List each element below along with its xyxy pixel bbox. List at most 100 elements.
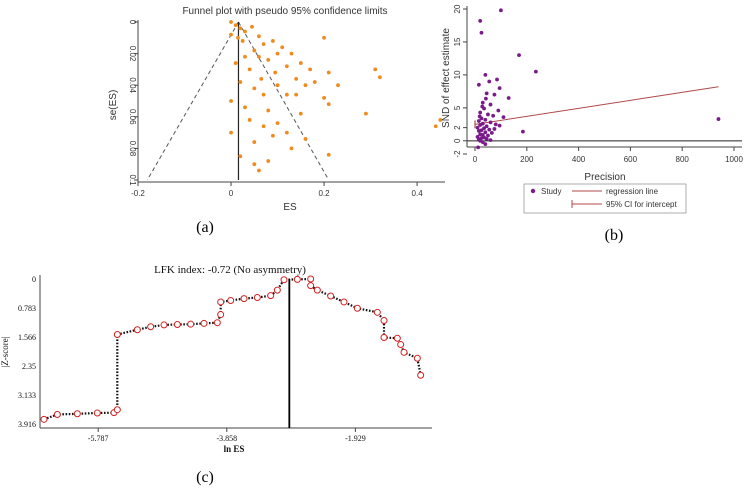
egger-y-tick-label: 0 xyxy=(453,138,462,143)
egger-legend xyxy=(523,183,687,214)
doi-marker xyxy=(113,331,121,339)
funnel-point xyxy=(261,42,266,47)
egger-point xyxy=(479,30,484,35)
funnel-point xyxy=(294,92,299,97)
funnel-point xyxy=(275,51,280,56)
egger-point xyxy=(483,130,488,135)
egger-point xyxy=(483,117,488,122)
egger-point xyxy=(495,77,499,82)
egger-y-tick-label: 10 xyxy=(453,70,462,79)
funnel-point xyxy=(252,140,257,144)
funnel-point xyxy=(261,124,266,129)
doi-marker xyxy=(373,308,381,316)
legend-regression-label: regression line xyxy=(606,187,659,196)
egger-point xyxy=(484,124,489,129)
doi-marker xyxy=(340,298,348,306)
egger-x-label: Precision xyxy=(584,172,625,183)
doi-marker xyxy=(417,371,425,379)
doi-marker xyxy=(200,319,208,327)
egger-point xyxy=(487,79,492,84)
doi-marker xyxy=(413,354,421,362)
legend-ci-label: 95% CI for intercept xyxy=(606,200,677,209)
funnel-point xyxy=(438,118,443,122)
funnel-point xyxy=(250,24,254,29)
funnel-point xyxy=(240,39,245,43)
funnel-point xyxy=(275,83,280,88)
egger-point xyxy=(483,96,488,101)
funnel-y-tick-label: 0.08 xyxy=(128,141,137,157)
funnel-point xyxy=(266,108,271,113)
funnel-point xyxy=(284,130,289,135)
egger-point xyxy=(478,18,483,23)
egger-point xyxy=(484,91,489,96)
funnel-plot-title: Funnel plot with pseudo 95% confidence l… xyxy=(182,6,387,17)
egger-y-tick-label: 20 xyxy=(453,4,462,13)
egger-point xyxy=(480,104,485,109)
funnel-point xyxy=(238,154,243,159)
doi-marker xyxy=(293,275,301,283)
funnel-x-label: ES xyxy=(283,202,297,213)
funnel-x-tick-label: -0.2 xyxy=(131,189,145,198)
egger-point xyxy=(476,145,481,150)
egger-point xyxy=(480,140,485,145)
egger-point xyxy=(483,73,488,77)
funnel-y-tick-label: 0.02 xyxy=(128,46,137,62)
egger-point xyxy=(484,136,489,141)
funnel-y-tick-label: 0.04 xyxy=(128,77,137,93)
funnel-point xyxy=(247,67,252,72)
egger-point xyxy=(492,127,497,131)
doi-marker xyxy=(213,319,221,327)
funnel-point xyxy=(326,152,331,157)
doi-marker xyxy=(267,292,275,300)
doi-x-tick-label: -5.787 xyxy=(88,434,109,443)
funnel-point xyxy=(364,111,368,116)
funnel-ci-right xyxy=(238,21,330,181)
egger-point xyxy=(488,102,493,107)
doi-marker xyxy=(227,296,235,304)
panel-label-c: (c) xyxy=(196,469,214,486)
egger-point xyxy=(476,82,481,87)
egger-point xyxy=(486,133,490,138)
egger-y-tick-label: 5 xyxy=(453,105,462,110)
doi-y-tick-label: 2.35 xyxy=(22,362,36,371)
egger-point xyxy=(489,131,494,135)
funnel-point xyxy=(294,76,299,81)
egger-point xyxy=(478,123,483,127)
egger-point xyxy=(476,119,481,123)
doi-marker xyxy=(240,295,248,303)
egger-point xyxy=(475,125,480,130)
egger-point xyxy=(491,113,496,118)
funnel-point xyxy=(261,92,266,97)
legend-study-marker xyxy=(530,188,536,194)
doi-marker xyxy=(353,304,361,312)
egger-point xyxy=(488,120,493,125)
doi-y-label: |Z-score| xyxy=(0,336,10,367)
funnel-point xyxy=(257,168,261,173)
doi-y-tick-label: 0.783 xyxy=(18,304,36,313)
funnel-y-tick-label: 0.06 xyxy=(128,109,137,125)
doi-marker xyxy=(393,334,401,342)
egger-y-tick-label: 15 xyxy=(453,37,462,46)
egger-x-tick-label: 400 xyxy=(572,155,586,164)
doi-marker xyxy=(93,409,101,417)
egger-point xyxy=(488,138,493,143)
funnel-point xyxy=(233,23,238,28)
doi-x-tick-label: -3.858 xyxy=(216,434,237,443)
funnel-y-tick-label: 0 xyxy=(128,20,137,25)
egger-point xyxy=(517,53,521,58)
funnel-point xyxy=(257,54,261,59)
egger-point xyxy=(493,122,498,127)
funnel-point xyxy=(289,146,294,151)
doi-marker xyxy=(380,316,388,324)
funnel-point xyxy=(270,39,275,43)
funnel-point xyxy=(298,111,303,116)
funnel-point xyxy=(326,102,331,107)
funnel-point xyxy=(243,29,247,34)
funnel-point xyxy=(229,99,233,103)
funnel-x-tick-label: 0 xyxy=(229,189,234,198)
egger-x-tick-label: 0 xyxy=(473,155,478,164)
egger-y-label: SND of effect estimate xyxy=(441,28,452,128)
egger-point xyxy=(506,96,511,100)
doi-marker xyxy=(280,276,288,284)
doi-marker xyxy=(187,320,195,328)
